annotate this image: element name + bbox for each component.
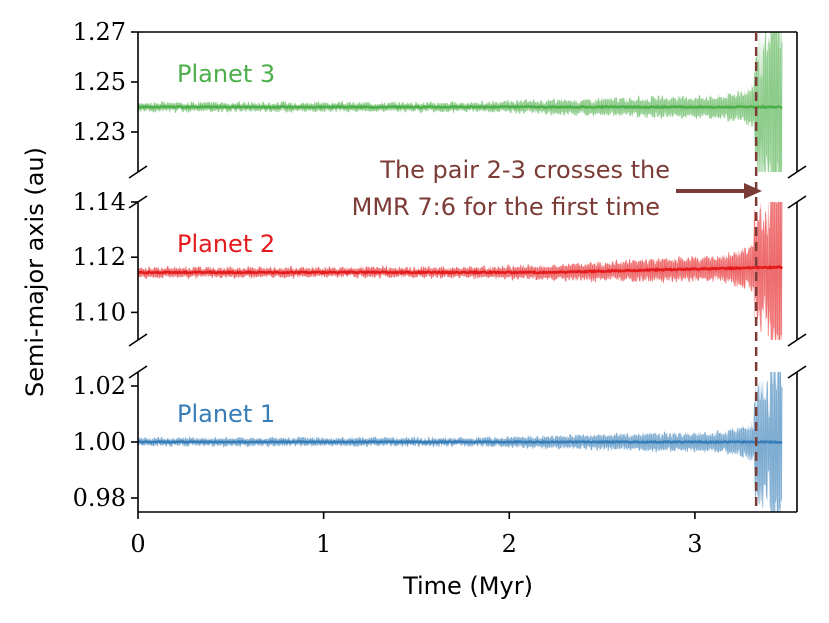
- y-tick-label: 1.00: [73, 428, 126, 456]
- axis-break-mark: [787, 195, 807, 209]
- panel-data: [138, 372, 783, 512]
- mean-line: [138, 264, 784, 276]
- y-tick-label: 1.23: [73, 118, 126, 146]
- panel-planet-3: 1.23 1.25 1.27 Planet 3: [73, 18, 798, 172]
- y-axis-label: Semi-major axis (au): [21, 147, 49, 397]
- panel-data: [138, 202, 784, 340]
- panel-label: Planet 2: [177, 230, 275, 258]
- annotation-line-2: MMR 7:6 for the first time: [352, 193, 660, 221]
- annotation-arrow: [676, 183, 762, 199]
- x-axis-label: Time (Myr): [402, 572, 533, 600]
- y-tick-label: 1.14: [73, 188, 126, 216]
- y-tick-label: 1.10: [73, 298, 126, 326]
- x-axis: 0 1 2 3: [130, 512, 703, 558]
- y-tick-label: 1.25: [73, 68, 126, 96]
- axis-break-mark: [787, 165, 807, 179]
- panels: 1.23 1.25 1.27 Planet 3 1.10 1.12 1.14 Planet 2…: [73, 18, 807, 513]
- axis-break-mark: [128, 333, 148, 347]
- x-tick-label: 3: [687, 530, 702, 558]
- panel-planet-2: 1.10 1.12 1.14 Planet 2: [73, 188, 798, 340]
- x-tick-label: 0: [130, 530, 145, 558]
- mean-line: [138, 439, 783, 445]
- axis-break-mark: [787, 365, 807, 379]
- y-tick-label: 1.12: [73, 243, 126, 271]
- x-tick-label: 2: [502, 530, 517, 558]
- panel-label: Planet 3: [177, 60, 275, 88]
- panel-planet-1: 0.98 1.00 1.02 Planet 1: [73, 372, 798, 513]
- axis-break-mark: [128, 195, 148, 209]
- axis-break-mark: [128, 365, 148, 379]
- x-tick-label: 1: [316, 530, 331, 558]
- y-tick-label: 1.27: [73, 18, 126, 46]
- panel-label: Planet 1: [177, 400, 275, 428]
- envelope-band: [138, 202, 783, 340]
- axis-break-mark: [128, 165, 148, 179]
- oscillation-trace: [138, 32, 783, 172]
- mean-line: [138, 104, 783, 110]
- annotation-line-1: The pair 2-3 crosses the: [379, 156, 670, 184]
- envelope-band: [138, 32, 783, 172]
- y-tick-label: 1.02: [73, 372, 126, 400]
- panel-data: [138, 32, 783, 172]
- y-tick-label: 0.98: [73, 484, 126, 512]
- axis-break-mark: [787, 333, 807, 347]
